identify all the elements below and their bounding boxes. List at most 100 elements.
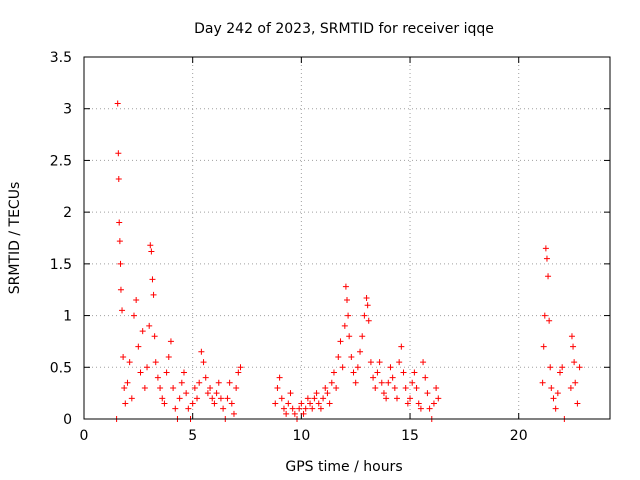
data-point bbox=[148, 248, 155, 255]
data-point bbox=[422, 374, 429, 381]
y-tick-label: 1 bbox=[63, 309, 72, 325]
data-point bbox=[309, 405, 316, 412]
data-point bbox=[372, 384, 379, 391]
data-point bbox=[154, 374, 161, 381]
data-point bbox=[576, 364, 583, 371]
data-point bbox=[161, 400, 168, 407]
data-point bbox=[571, 359, 578, 366]
data-point bbox=[420, 359, 427, 366]
data-point bbox=[317, 405, 324, 412]
data-point bbox=[228, 400, 235, 407]
data-point bbox=[202, 374, 209, 381]
data-point bbox=[116, 219, 123, 226]
data-point bbox=[172, 405, 179, 412]
data-point bbox=[122, 400, 129, 407]
x-axis-label: GPS time / hours bbox=[285, 459, 402, 475]
data-point bbox=[141, 384, 148, 391]
data-point bbox=[400, 369, 407, 376]
y-axis-label: SRMTID / TECUs bbox=[7, 182, 23, 295]
data-point bbox=[378, 379, 385, 386]
data-point bbox=[352, 379, 359, 386]
data-point bbox=[541, 312, 548, 319]
data-point bbox=[322, 384, 329, 391]
data-point bbox=[233, 384, 240, 391]
data-point bbox=[333, 384, 340, 391]
data-point bbox=[543, 255, 550, 262]
data-point bbox=[230, 410, 237, 417]
x-tick-label: 15 bbox=[401, 428, 419, 444]
data-point bbox=[350, 369, 357, 376]
data-point bbox=[417, 405, 424, 412]
data-point bbox=[150, 291, 157, 298]
data-point bbox=[176, 395, 183, 402]
data-point bbox=[539, 379, 546, 386]
data-point bbox=[120, 353, 127, 360]
data-point bbox=[147, 242, 154, 249]
data-point bbox=[324, 390, 331, 397]
data-point bbox=[133, 297, 140, 304]
y-tick-label: 3 bbox=[63, 102, 72, 118]
axis-ticks: 0 5 10 15 20 0 0.5 1 1.5 2 2.5 3 3.5 bbox=[50, 50, 610, 444]
y-tick-label: 3.5 bbox=[50, 50, 72, 66]
data-point bbox=[204, 390, 211, 397]
y-tick-label: 2 bbox=[63, 205, 72, 221]
data-point bbox=[424, 390, 431, 397]
data-point bbox=[209, 395, 216, 402]
data-point bbox=[365, 317, 372, 324]
data-point bbox=[348, 353, 355, 360]
data-point bbox=[433, 384, 440, 391]
data-point bbox=[151, 333, 158, 340]
data-point bbox=[121, 384, 128, 391]
data-points bbox=[113, 100, 583, 422]
data-point bbox=[302, 405, 309, 412]
data-point bbox=[183, 390, 190, 397]
data-point bbox=[339, 364, 346, 371]
data-point bbox=[345, 312, 352, 319]
data-point bbox=[130, 312, 137, 319]
data-point bbox=[383, 395, 390, 402]
data-point bbox=[364, 302, 371, 309]
data-point bbox=[359, 333, 366, 340]
y-tick-label: 0 bbox=[63, 412, 72, 428]
data-point bbox=[287, 390, 294, 397]
data-point bbox=[409, 379, 416, 386]
data-point bbox=[550, 395, 557, 402]
data-point bbox=[376, 359, 383, 366]
data-point bbox=[124, 379, 131, 386]
data-point bbox=[344, 297, 350, 304]
data-point bbox=[139, 328, 146, 335]
data-point bbox=[542, 245, 549, 252]
data-point bbox=[289, 405, 296, 412]
data-point bbox=[213, 390, 220, 397]
data-point bbox=[570, 343, 577, 350]
data-point bbox=[137, 369, 144, 376]
data-point bbox=[180, 369, 187, 376]
data-point bbox=[545, 273, 552, 280]
plot-frame bbox=[83, 56, 611, 420]
data-point bbox=[163, 369, 170, 376]
data-point bbox=[568, 333, 575, 340]
data-point bbox=[341, 322, 348, 329]
data-point bbox=[237, 364, 244, 371]
data-point bbox=[572, 379, 579, 386]
data-point bbox=[235, 369, 242, 376]
data-point bbox=[149, 276, 156, 283]
data-point bbox=[115, 176, 122, 183]
y-tick-label: 2.5 bbox=[50, 153, 72, 169]
data-point bbox=[389, 374, 396, 381]
x-tick-label: 10 bbox=[292, 428, 310, 444]
data-point bbox=[200, 359, 207, 366]
data-point bbox=[407, 395, 414, 402]
data-point bbox=[304, 395, 311, 402]
data-point bbox=[144, 364, 151, 371]
data-point bbox=[114, 100, 121, 107]
data-point bbox=[380, 390, 387, 397]
data-point bbox=[280, 405, 287, 412]
data-point bbox=[328, 379, 335, 386]
data-point bbox=[194, 395, 201, 402]
data-point bbox=[285, 400, 292, 407]
data-point bbox=[335, 353, 342, 360]
data-point bbox=[315, 400, 322, 407]
data-point bbox=[354, 364, 361, 371]
data-point bbox=[278, 395, 285, 402]
